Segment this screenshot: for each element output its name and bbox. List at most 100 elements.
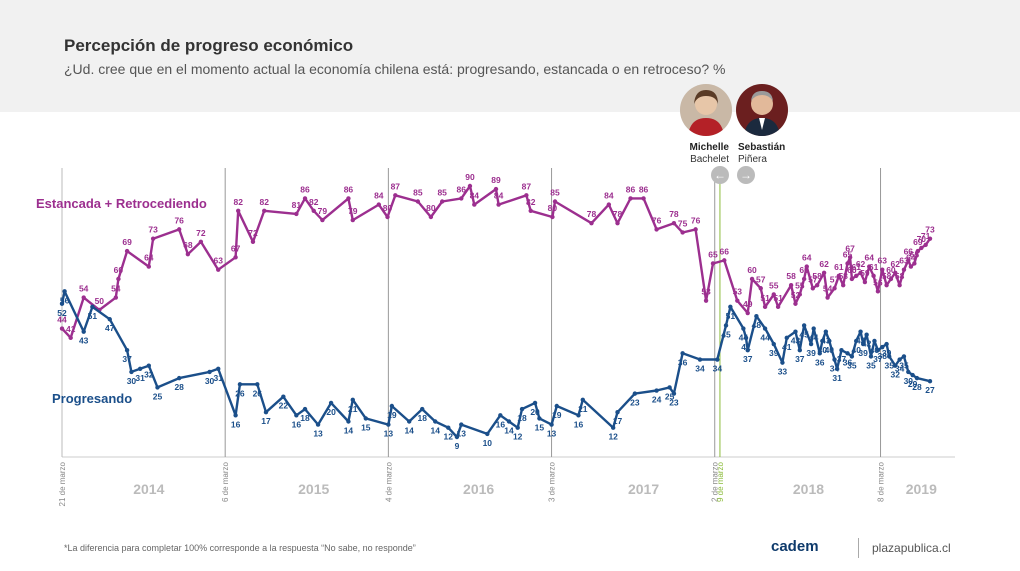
data-point	[550, 214, 555, 220]
data-point	[446, 425, 451, 430]
data-point	[735, 298, 740, 303]
data-label: 18	[417, 413, 427, 423]
footnote: *La diferencia para completar 100% corre…	[64, 543, 416, 553]
data-point	[871, 273, 876, 279]
data-label: 16	[496, 419, 506, 429]
data-point	[150, 236, 156, 241]
data-point	[537, 416, 542, 421]
data-point	[176, 375, 182, 381]
data-label: 54	[79, 284, 89, 294]
data-point	[915, 248, 921, 254]
data-label: 43	[791, 336, 801, 346]
data-label: 66	[720, 246, 730, 256]
data-point	[654, 388, 659, 393]
data-label: 69	[913, 237, 923, 247]
data-label: 13	[547, 429, 557, 439]
data-point	[137, 366, 143, 372]
data-label: 78	[613, 209, 623, 219]
data-label: 53	[733, 287, 743, 297]
data-point	[811, 326, 816, 331]
data-label: 85	[413, 187, 423, 197]
data-point	[823, 329, 829, 334]
data-point	[893, 270, 898, 275]
data-label: 64	[144, 253, 154, 263]
data-point	[671, 220, 677, 226]
data-point	[263, 410, 269, 415]
data-label: 64	[802, 253, 812, 263]
data-point	[667, 385, 672, 390]
data-point	[862, 279, 868, 285]
data-label: 84	[470, 191, 480, 201]
data-point	[749, 276, 755, 282]
data-point	[459, 422, 464, 427]
data-label: 19	[387, 410, 397, 420]
data-label: 56	[873, 277, 883, 287]
data-point	[506, 419, 512, 424]
data-point	[762, 304, 768, 310]
next-arrow-icon[interactable]: →	[737, 166, 755, 184]
period-marker-label: 8 de marzo	[877, 461, 886, 502]
data-point	[680, 230, 685, 235]
data-point	[927, 236, 933, 241]
data-point	[722, 258, 727, 263]
data-point	[854, 273, 859, 279]
data-point	[250, 239, 256, 244]
data-label: 44	[760, 333, 770, 343]
data-label: 54	[111, 284, 121, 294]
bachelet-name: Michelle Bachelet	[689, 142, 729, 165]
data-point	[897, 282, 902, 288]
prev-arrow-icon[interactable]: ←	[711, 166, 729, 184]
data-point	[775, 304, 781, 310]
data-label: 61	[869, 262, 879, 272]
data-point	[433, 419, 438, 424]
data-point	[389, 403, 395, 409]
data-point	[754, 313, 759, 319]
data-point	[927, 379, 933, 384]
pinera-avatar	[736, 84, 788, 136]
site-link[interactable]: plazapublica.cl	[872, 541, 951, 555]
year-label: 2018	[793, 481, 824, 497]
data-point	[854, 338, 859, 344]
data-label: 76	[652, 215, 662, 225]
data-label: 60	[747, 265, 757, 275]
data-point	[820, 338, 825, 344]
data-point	[237, 382, 243, 387]
data-point	[255, 382, 260, 387]
data-label: 86	[457, 184, 467, 194]
data-label: 61	[851, 262, 861, 272]
data-label: 57	[830, 274, 840, 284]
data-label: 67	[845, 243, 855, 253]
data-point	[893, 363, 898, 368]
period-marker-label: 2 de marzo	[711, 461, 720, 502]
data-label: 58	[882, 271, 892, 281]
data-point	[129, 369, 134, 375]
data-label: 62	[819, 259, 829, 269]
data-point	[472, 202, 477, 207]
data-label: 90	[465, 172, 475, 182]
data-label: 40	[825, 345, 835, 355]
data-point	[728, 304, 733, 310]
data-label: 65	[708, 249, 718, 259]
data-label: 51	[760, 293, 770, 303]
data-point	[236, 208, 241, 213]
data-label: 73	[925, 225, 935, 235]
data-label: 35	[866, 360, 876, 370]
data-point	[233, 255, 238, 260]
data-point	[524, 193, 529, 198]
data-point	[680, 351, 685, 356]
data-label: 54	[823, 284, 833, 294]
data-label: 16	[574, 419, 584, 429]
data-label: 86	[639, 184, 649, 194]
data-point	[901, 267, 907, 272]
data-point	[454, 434, 460, 440]
data-label: 18	[300, 413, 310, 423]
data-label: 36	[815, 357, 825, 367]
year-label: 2016	[463, 481, 494, 497]
data-point	[817, 351, 822, 356]
legend-estancada: Estancada + Retrocediendo	[36, 196, 207, 211]
data-label: 89	[491, 175, 501, 185]
data-label: 59	[860, 268, 870, 278]
data-label: 19	[552, 410, 562, 420]
data-label: 14	[344, 426, 354, 436]
